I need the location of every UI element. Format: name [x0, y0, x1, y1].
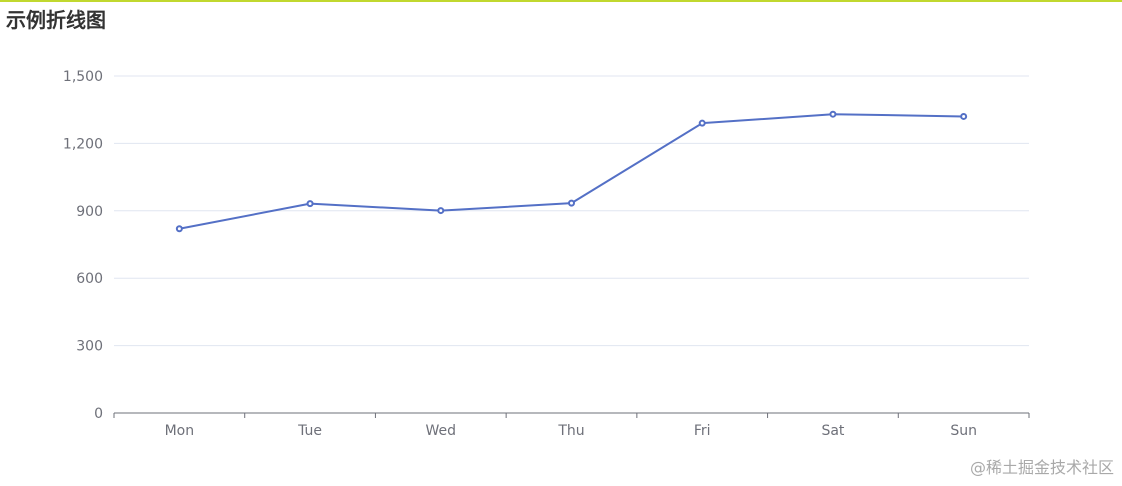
- y-tick-label: 1,500: [63, 69, 103, 85]
- data-point: [829, 110, 837, 118]
- data-point: [175, 225, 183, 233]
- x-tick-label: Tue: [297, 423, 322, 439]
- grid-layer: [114, 75, 1029, 347]
- chart-title: 示例折线图: [6, 8, 106, 32]
- y-tick-label: 900: [76, 204, 103, 220]
- x-tick-label: Sat: [821, 423, 844, 439]
- top-accent-rule: [0, 0, 1122, 2]
- y-tick-label: 0: [94, 406, 103, 422]
- data-point: [568, 199, 575, 207]
- x-tick-label: Wed: [426, 423, 457, 439]
- x-tick-label: Mon: [165, 423, 195, 439]
- y-tick-label: 600: [76, 271, 103, 287]
- y-tick-label: 1,200: [63, 136, 103, 152]
- axis-layer: 0 300 600 900 1,200 1,500 Mon Tue Wed Thu Fri Sat Su…: [63, 69, 1030, 439]
- data-point: [698, 119, 706, 127]
- x-tick-label: Fri: [694, 423, 711, 439]
- data-point: [960, 112, 968, 120]
- x-tick-label: Thu: [557, 423, 584, 439]
- x-tick-label: Sun: [950, 423, 977, 439]
- series-layer: [175, 110, 968, 233]
- watermark: @稀土掘金技术社区: [969, 458, 1114, 477]
- series-line: [179, 113, 964, 230]
- data-point: [306, 200, 314, 208]
- y-tick-label: 300: [76, 339, 103, 355]
- data-point: [437, 207, 445, 215]
